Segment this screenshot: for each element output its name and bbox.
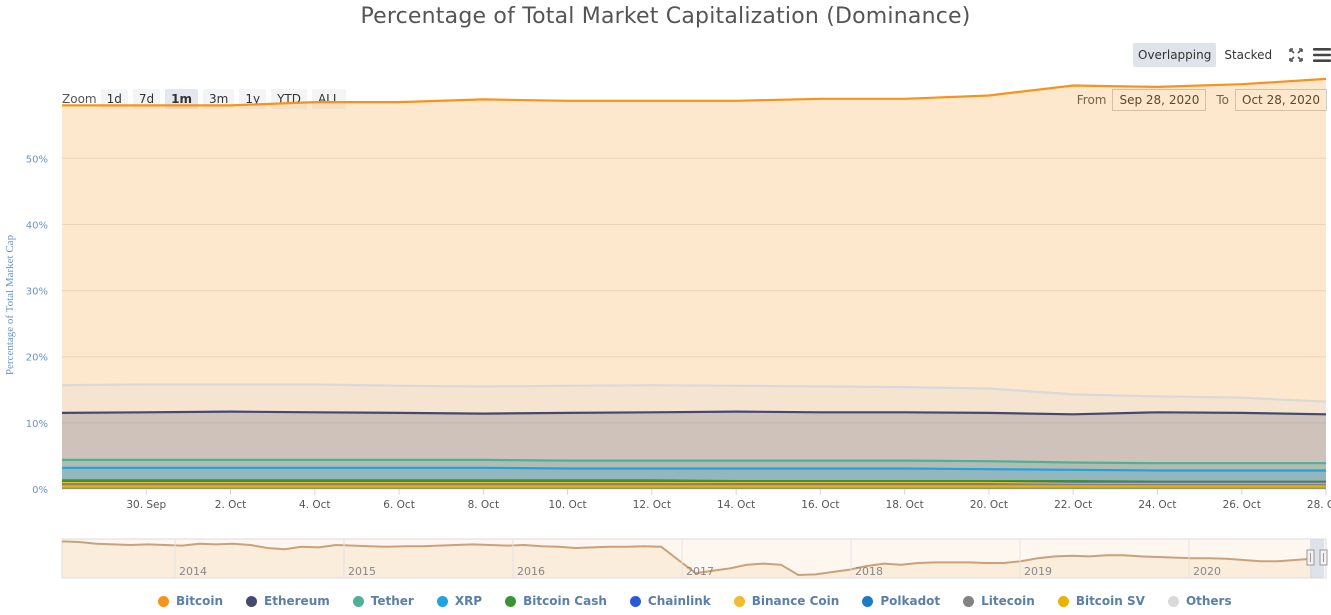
legend-label: Polkadot: [880, 594, 941, 608]
zoom-3m-button[interactable]: 3m: [202, 89, 235, 109]
legend-marker: [629, 595, 641, 607]
navigator-year-label: 2020: [1193, 565, 1221, 578]
navigator[interactable]: 2014 2015 2016 2017 2018 2019 2020: [61, 538, 1328, 579]
series-line-ethereum[interactable]: [61, 410, 1327, 416]
x-tick-label: 18. Oct: [886, 499, 924, 511]
x-tick-label: 28. Oct: [1307, 499, 1331, 511]
y-axis-label: Percentage of Total Market Cap: [4, 234, 16, 375]
legend-label: Others: [1185, 594, 1232, 608]
series-line-xrp[interactable]: [62, 466, 1326, 472]
legend-marker: [246, 595, 258, 607]
legend-item-others[interactable]: Others: [1167, 594, 1232, 608]
x-tick-label: 8. Oct: [468, 499, 500, 511]
zoom-7d-button[interactable]: 7d: [132, 89, 161, 109]
legend-item-chainlink[interactable]: Chainlink: [629, 594, 711, 608]
grid-lines: [62, 157, 1326, 490]
navigator-line: [61, 540, 1313, 577]
x-tick-label: 16. Oct: [801, 499, 839, 511]
x-tick-label: 20. Oct: [970, 499, 1008, 511]
legend-label: Bitcoin: [176, 594, 224, 608]
legend-label: Litecoin: [981, 594, 1035, 608]
legend-label: Tether: [370, 594, 414, 608]
series-line-others[interactable]: [61, 383, 1327, 403]
navigator-area: [62, 541, 1312, 578]
navigator-selection[interactable]: [1310, 539, 1324, 578]
navigator-year-label: 2014: [179, 565, 207, 578]
legend-marker: [352, 595, 364, 607]
legend-marker: [733, 595, 745, 607]
from-label: From: [1076, 93, 1107, 107]
legend-item-ethereum[interactable]: Ethereum: [246, 594, 330, 608]
legend: Bitcoin Ethereum Tether XRP Bitcoin Cash Chai…: [158, 594, 1255, 608]
legend-label: Bitcoin SV: [1075, 594, 1145, 608]
legend-label: XRP: [454, 594, 483, 608]
x-tick-label: 2. Oct: [215, 499, 247, 511]
legend-item-polkadot[interactable]: Polkadot: [862, 594, 940, 608]
stacked-button[interactable]: Stacked: [1224, 48, 1273, 62]
y-tick-label: 0%: [32, 485, 48, 496]
legend-label: Chainlink: [647, 594, 711, 608]
legend-item-tether[interactable]: Tether: [352, 594, 414, 608]
x-tick-label: 10. Oct: [548, 499, 586, 511]
series-line-binance-coin[interactable]: [62, 481, 1326, 485]
y-axis-ticks: 0% 10% 20% 30% 40% 50%: [26, 154, 48, 496]
legend-marker: [1167, 595, 1179, 607]
y-tick-label: 50%: [26, 154, 48, 165]
legend-item-binance-coin[interactable]: Binance Coin: [733, 594, 840, 608]
legend-label: Ethereum: [264, 594, 330, 608]
y-tick-label: 40%: [26, 220, 48, 231]
legend-item-litecoin[interactable]: Litecoin: [963, 594, 1035, 608]
legend-label: Bitcoin Cash: [523, 594, 607, 608]
x-tick-label: 4. Oct: [299, 499, 331, 511]
legend-marker: [505, 595, 517, 607]
navigator-year-label: 2017: [686, 565, 714, 578]
zoom-1d-button[interactable]: 1d: [100, 89, 128, 109]
menu-icon[interactable]: [1312, 45, 1331, 65]
from-date-input[interactable]: Sep 28, 2020: [1112, 89, 1207, 111]
legend-marker: [436, 595, 448, 607]
overlapping-button[interactable]: Overlapping: [1133, 43, 1217, 67]
navigator-year-label: 2018: [855, 565, 883, 578]
series-line-tether[interactable]: [62, 458, 1326, 465]
legend-item-bitcoin[interactable]: Bitcoin: [158, 594, 223, 608]
x-tick-label: 26. Oct: [1223, 499, 1261, 511]
x-tick-label: 6. Oct: [383, 499, 415, 511]
x-tick-label: 14. Oct: [717, 499, 755, 511]
to-date-input[interactable]: Oct 28, 2020: [1235, 89, 1327, 111]
series-line-bitcoin[interactable]: [62, 77, 1327, 107]
legend-label: Binance Coin: [751, 594, 840, 608]
y-tick-label: 10%: [26, 419, 48, 430]
fullscreen-icon[interactable]: [1286, 45, 1306, 65]
to-label: To: [1216, 93, 1229, 107]
x-tick-label: 22. Oct: [1054, 499, 1092, 511]
series-line-bitcoin-cash[interactable]: [62, 479, 1326, 483]
zoom-controls: Zoom 1d 7d 1m 3m 1y YTD ALL: [62, 89, 351, 109]
legend-item-bitcoin-sv[interactable]: Bitcoin SV: [1057, 594, 1145, 608]
navigator-year-label: 2015: [348, 565, 376, 578]
view-mode-toggle: Overlapping Stacked: [1133, 43, 1331, 67]
series-line-litecoin[interactable]: [62, 483, 1326, 487]
chart-title: Percentage of Total Market Capitalizatio…: [360, 4, 971, 29]
navigator-year-label: 2019: [1024, 565, 1052, 578]
legend-item-xrp[interactable]: XRP: [436, 594, 483, 608]
navigator-year-label: 2016: [517, 565, 545, 578]
series-areas: [61, 77, 1327, 490]
series-area-others: [62, 384, 1326, 489]
y-tick-label: 30%: [26, 287, 48, 298]
legend-marker: [963, 595, 975, 607]
x-tick-label: 12. Oct: [633, 499, 671, 511]
legend-item-bitcoin-cash[interactable]: Bitcoin Cash: [505, 594, 607, 608]
legend-marker: [862, 595, 874, 607]
zoom-1m-button[interactable]: 1m: [165, 89, 198, 109]
x-axis-ticks: 30. Sep 2. Oct 4. Oct 6. Oct 8. Oct 10. Oct 12…: [126, 489, 1331, 511]
x-tick-label: 24. Oct: [1138, 499, 1176, 511]
legend-marker: [1057, 595, 1069, 607]
legend-marker: [158, 595, 169, 607]
date-range: From Sep 28, 2020 To Oct 28, 2020: [1077, 89, 1327, 111]
y-tick-label: 20%: [26, 353, 48, 364]
zoom-label: Zoom: [62, 92, 97, 106]
x-tick-label: 30. Sep: [126, 499, 166, 511]
